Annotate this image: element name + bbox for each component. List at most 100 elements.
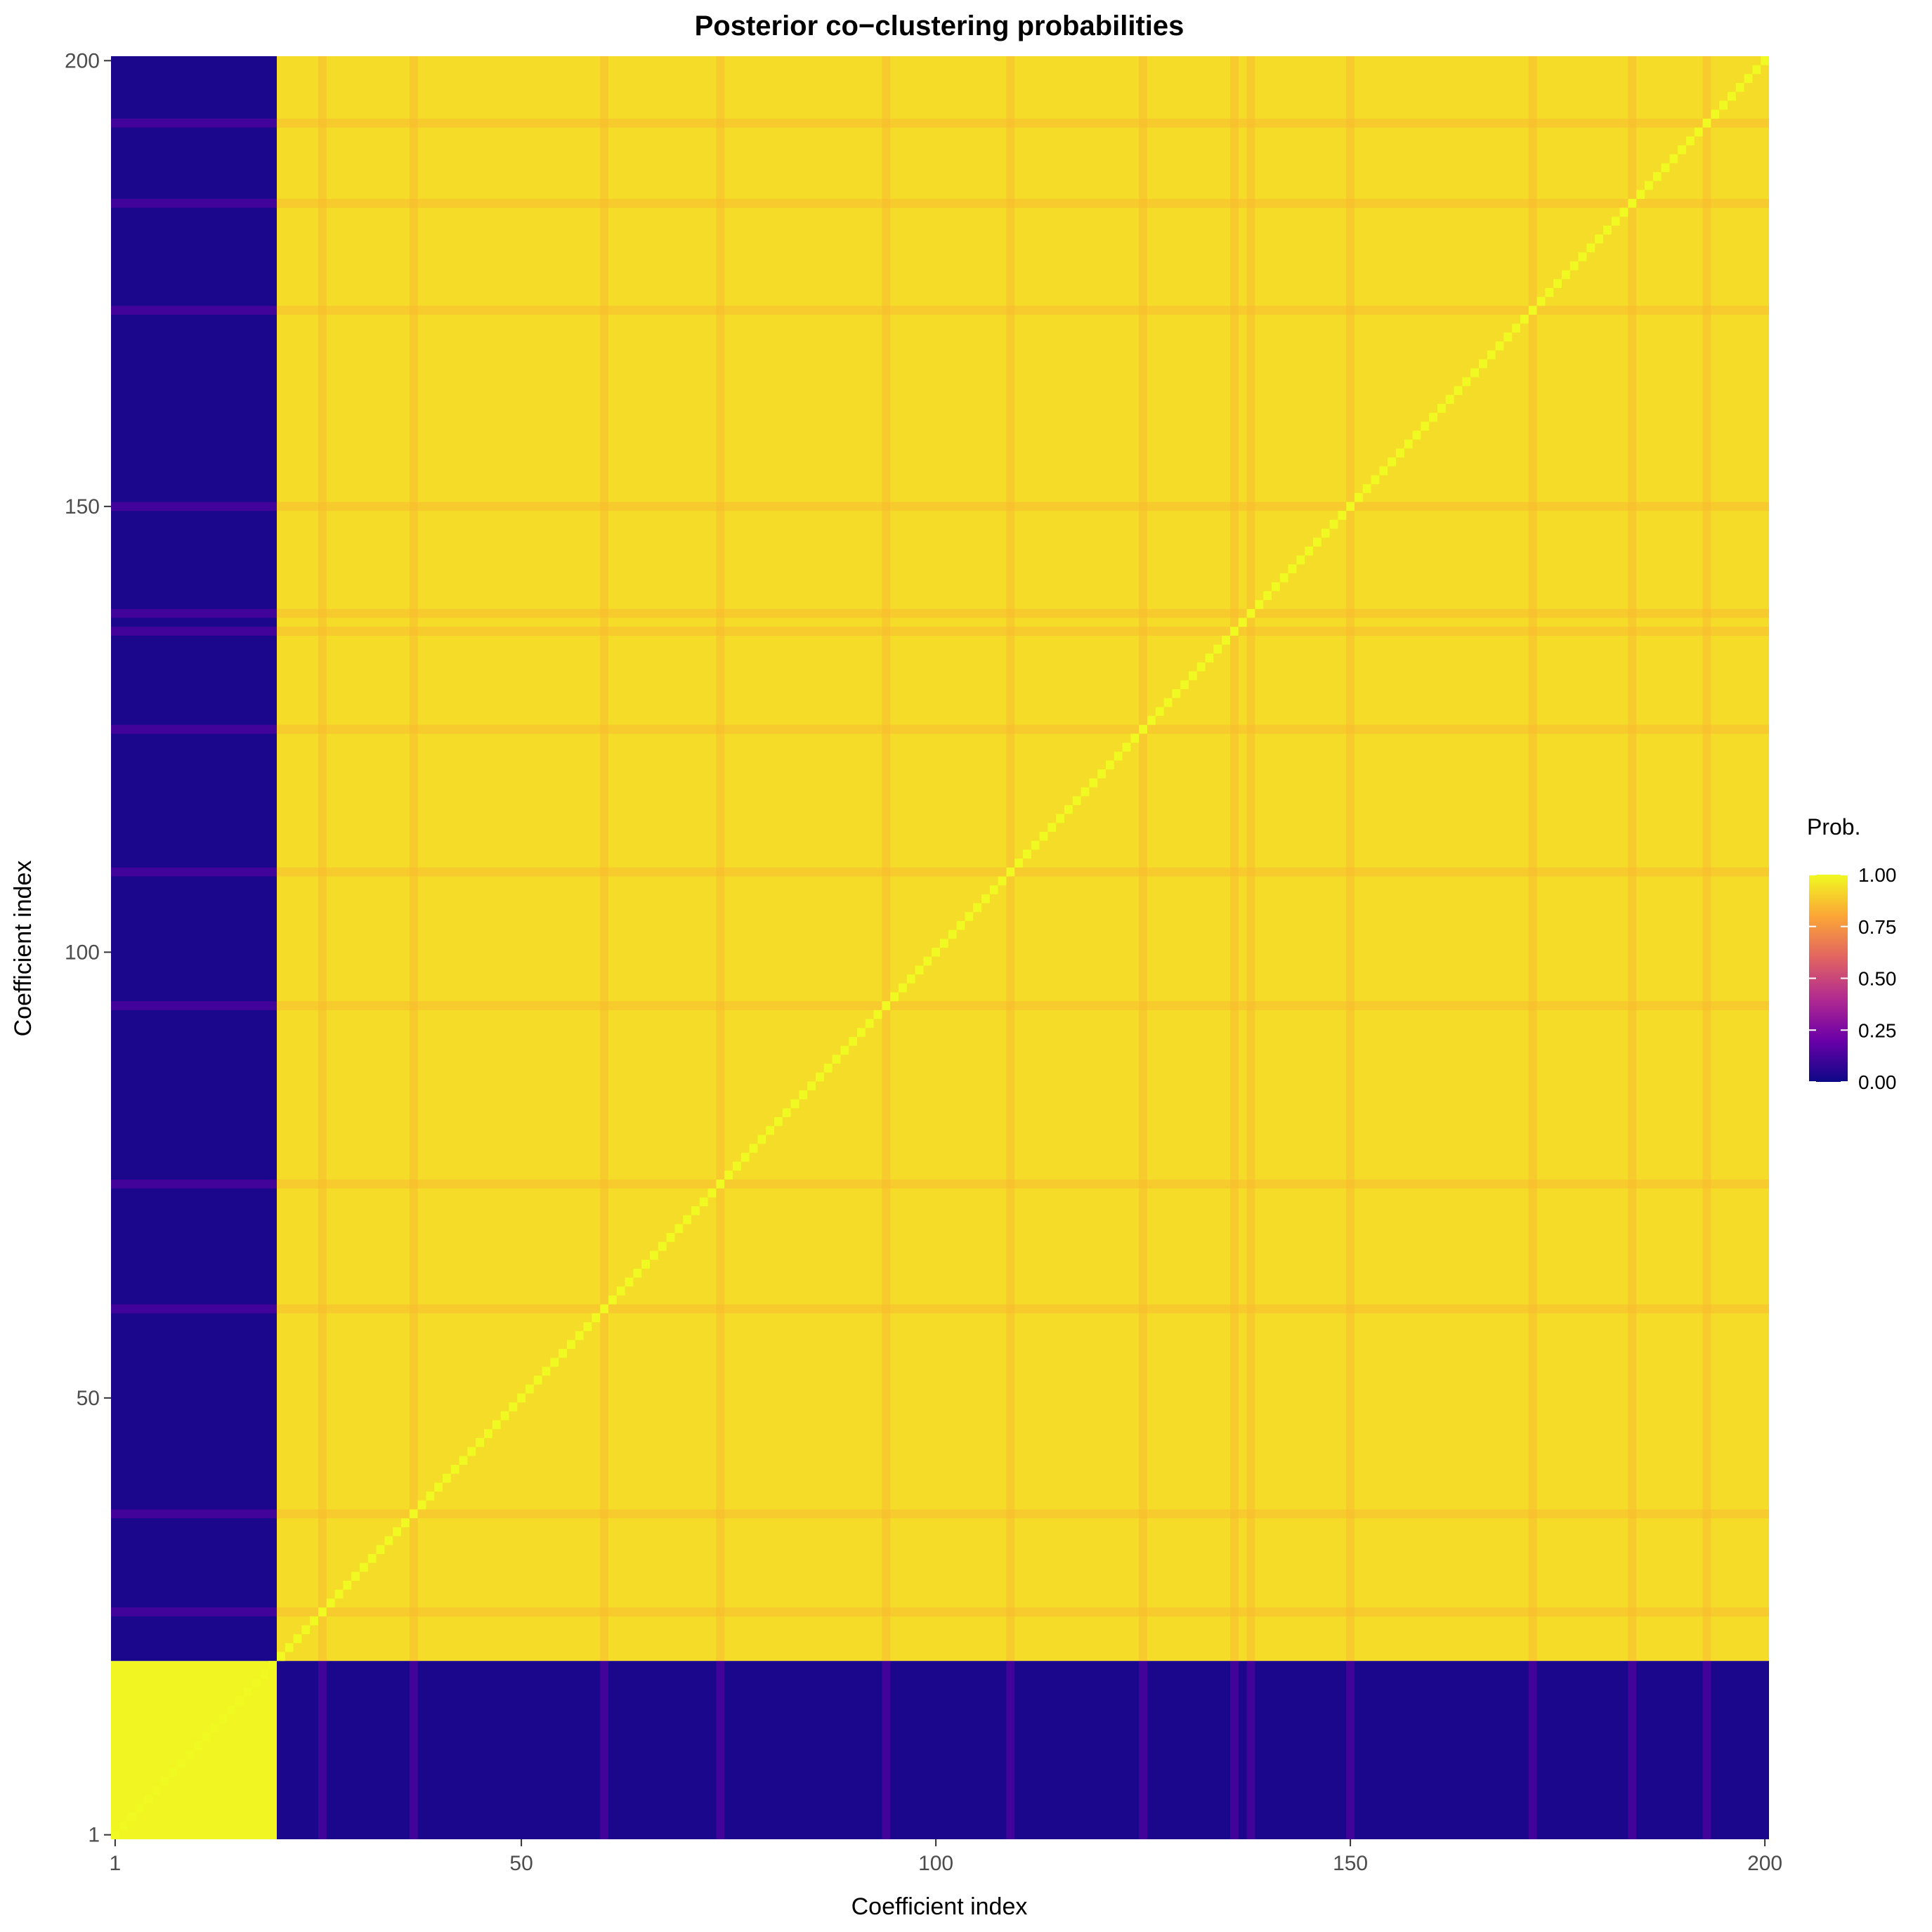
weaker-col-37 — [409, 56, 418, 1662]
between-row-94 — [111, 1001, 277, 1010]
legend-title: Prob. — [1807, 814, 1860, 840]
weaker-col-138 — [1246, 56, 1255, 1662]
weaker-row-184 — [277, 199, 1769, 208]
weaker-row-136 — [277, 627, 1769, 636]
diagonal-cell-24 — [301, 1625, 311, 1635]
diagonal-cell-161 — [1437, 403, 1446, 413]
diagonal-cell-152 — [1362, 484, 1371, 493]
y-axis-title: Coefficient index — [10, 861, 37, 1037]
diagonal-cell-2 — [119, 1821, 128, 1831]
diagonal-cell-197 — [1735, 83, 1744, 92]
diagonal-cell-120 — [1097, 769, 1106, 778]
diagonal-cell-9 — [177, 1758, 186, 1768]
diagonal-cell-50 — [517, 1393, 526, 1403]
diagonal-cell-164 — [1462, 377, 1471, 386]
between-col-60 — [600, 1661, 608, 1839]
weaker-row-138 — [277, 608, 1769, 618]
diagonal-cell-28 — [334, 1589, 344, 1599]
diagonal-cell-21 — [277, 1652, 285, 1662]
diagonal-cell-62 — [616, 1286, 625, 1295]
diagonal-cell-192 — [1694, 127, 1703, 137]
legend-label-0: 1.00 — [1858, 864, 1897, 886]
diagonal-cell-83 — [790, 1099, 799, 1109]
diagonal-cell-165 — [1470, 368, 1479, 377]
between-col-150 — [1346, 1661, 1355, 1839]
block-between-bottom — [277, 1661, 1769, 1839]
diagonal-cell-168 — [1495, 341, 1504, 351]
weaker-col-109 — [1006, 56, 1015, 1662]
between-col-193 — [1702, 1661, 1711, 1839]
diagonal-cell-91 — [857, 1028, 866, 1037]
diagonal-cell-151 — [1355, 492, 1363, 502]
diagonal-cell-160 — [1429, 412, 1437, 422]
between-row-37 — [111, 1509, 277, 1519]
between-col-109 — [1006, 1661, 1015, 1839]
diagonal-cell-100 — [932, 948, 940, 957]
x-tick-label-200: 200 — [1747, 1852, 1782, 1875]
diagonal-cell-136 — [1230, 627, 1239, 636]
diagonal-cell-138 — [1246, 608, 1255, 618]
diagonal-cell-182 — [1611, 216, 1620, 226]
diagonal-cell-145 — [1305, 546, 1313, 556]
diagonal-cell-31 — [360, 1562, 368, 1572]
between-col-74 — [716, 1661, 725, 1839]
diagonal-cell-162 — [1445, 395, 1454, 404]
diagonal-cell-141 — [1272, 582, 1280, 592]
diagonal-cell-19 — [260, 1669, 269, 1679]
weaker-col-193 — [1702, 56, 1711, 1662]
diagonal-cell-13 — [210, 1723, 219, 1732]
diagonal-cell-71 — [691, 1206, 700, 1215]
legend-ticks: 1.00 0.75 0.50 0.25 0.00 — [1809, 864, 1897, 1093]
diagonal-cell-46 — [484, 1429, 492, 1438]
diagonal-cell-11 — [194, 1741, 202, 1751]
diagonal-cell-59 — [592, 1313, 601, 1322]
between-row-184 — [111, 199, 277, 208]
between-col-172 — [1528, 1661, 1537, 1839]
between-row-125 — [111, 724, 277, 734]
diagonal-cell-66 — [650, 1251, 658, 1260]
color-legend: Prob. 1.00 0.75 0.50 0.25 0.00 — [1807, 814, 1897, 1093]
diagonal-cell-158 — [1412, 430, 1421, 440]
diagonal-cell-89 — [840, 1045, 849, 1055]
diagonal-cell-74 — [716, 1179, 725, 1189]
diagonal-cell-171 — [1520, 315, 1529, 324]
diagonal-cell-176 — [1562, 270, 1570, 280]
diagonal-cell-130 — [1180, 680, 1189, 689]
diagonal-cell-193 — [1702, 118, 1711, 128]
diagonal-cell-92 — [865, 1019, 874, 1029]
weaker-col-94 — [882, 56, 891, 1662]
diagonal-cell-75 — [724, 1170, 733, 1180]
diagonal-cell-56 — [567, 1340, 575, 1350]
diagonal-cell-106 — [981, 894, 990, 903]
between-col-125 — [1139, 1661, 1147, 1839]
diagonal-cell-105 — [973, 903, 981, 913]
diagonal-cell-125 — [1139, 724, 1147, 734]
diagonal-cell-149 — [1338, 511, 1347, 520]
y-tick-label-200: 200 — [65, 49, 100, 72]
diagonal-cell-43 — [459, 1456, 468, 1466]
diagonal-cell-27 — [326, 1598, 335, 1608]
between-col-138 — [1246, 1661, 1255, 1839]
between-col-94 — [882, 1661, 891, 1839]
diagonal-cell-155 — [1388, 457, 1396, 466]
diagonal-cell-191 — [1686, 136, 1695, 145]
diagonal-cell-185 — [1636, 190, 1645, 200]
diagonal-cell-96 — [899, 983, 907, 993]
diagonal-cell-85 — [807, 1081, 816, 1091]
diagonal-cell-63 — [625, 1277, 634, 1287]
between-col-184 — [1628, 1661, 1637, 1839]
diagonal-cell-175 — [1553, 279, 1562, 288]
diagonal-cell-7 — [160, 1777, 169, 1786]
weaker-row-125 — [277, 724, 1769, 734]
diagonal-cell-159 — [1421, 422, 1430, 431]
diagonal-cell-101 — [940, 939, 948, 948]
between-row-26 — [111, 1607, 277, 1617]
diagonal-cell-67 — [658, 1241, 667, 1251]
weaker-col-26 — [318, 56, 327, 1662]
diagonal-cell-48 — [500, 1411, 509, 1421]
diagonal-cell-94 — [882, 1001, 891, 1010]
weaker-row-193 — [277, 118, 1769, 128]
between-col-26 — [318, 1661, 327, 1839]
diagonal-cell-55 — [559, 1349, 567, 1358]
diagonal-cell-6 — [152, 1785, 161, 1795]
